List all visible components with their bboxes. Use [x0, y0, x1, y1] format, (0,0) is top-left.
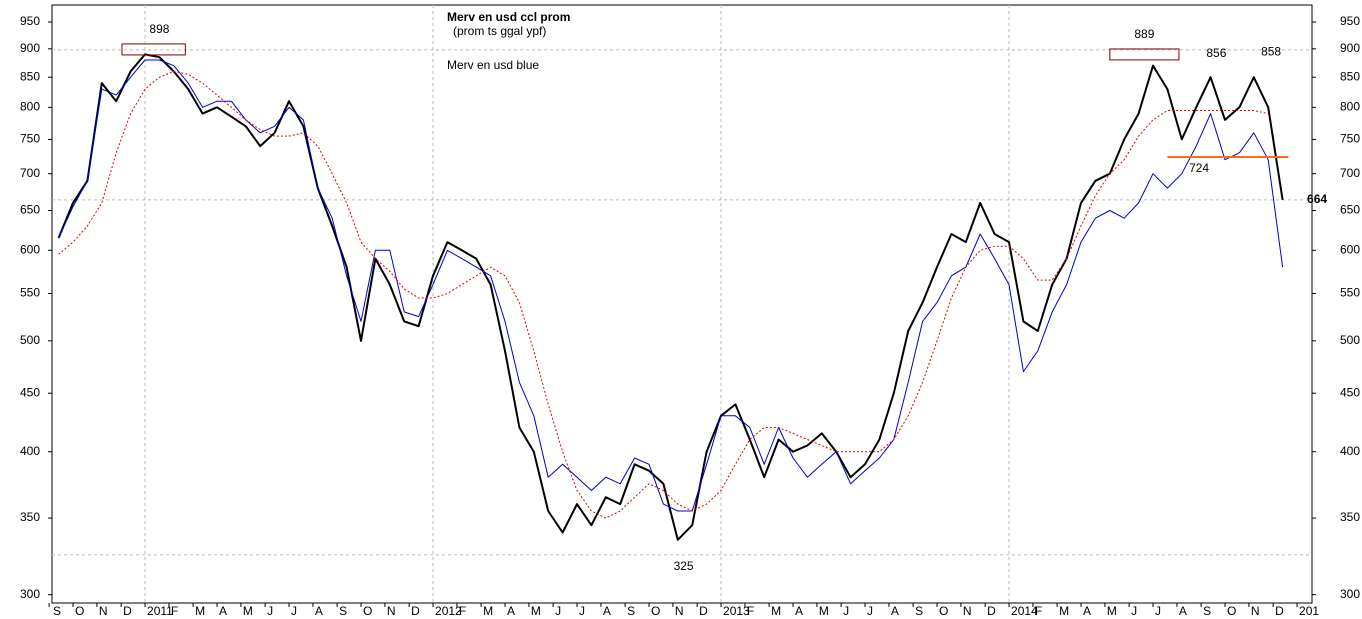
- x-tick-label: M: [1059, 604, 1069, 618]
- x-tick-label: A: [1083, 604, 1091, 618]
- annotation-label: 889: [1134, 27, 1154, 41]
- x-tick-label: N: [963, 604, 972, 618]
- x-tick-label: J: [555, 604, 561, 618]
- x-tick-label: M: [531, 604, 541, 618]
- x-tick-label: A: [219, 604, 227, 618]
- x-tick-label: M: [771, 604, 781, 618]
- y-tick-label: 600: [20, 242, 40, 256]
- x-tick-label: J: [1155, 604, 1161, 618]
- x-tick-label: M: [243, 604, 253, 618]
- x-tick-label: M: [819, 604, 829, 618]
- x-tick-label: F: [459, 604, 466, 618]
- x-tick-label: F: [1035, 604, 1042, 618]
- x-tick-label: O: [1227, 604, 1236, 618]
- y-tick-label: 350: [20, 510, 40, 524]
- annotation-label: 664: [1307, 192, 1327, 206]
- x-tick-label: A: [891, 604, 899, 618]
- y-tick-label: 900: [20, 41, 40, 55]
- series-line: [58, 70, 1269, 519]
- y-tick-label: 750: [1340, 132, 1360, 146]
- x-tick-label: 2012: [435, 604, 462, 618]
- annotation-box: [121, 43, 186, 56]
- x-tick-label: A: [507, 604, 515, 618]
- annotation-box: [1109, 48, 1180, 61]
- x-tick-label: J: [579, 604, 585, 618]
- x-tick-label: O: [75, 604, 84, 618]
- annotation-label: 858: [1261, 45, 1281, 59]
- y-tick-label: 500: [1340, 333, 1360, 347]
- x-tick-label: D: [1275, 604, 1284, 618]
- y-tick-label: 750: [20, 132, 40, 146]
- y-tick-label: 950: [1340, 14, 1360, 28]
- x-tick-label: J: [843, 604, 849, 618]
- x-tick-label: S: [53, 604, 61, 618]
- y-tick-label: 600: [1340, 242, 1360, 256]
- series-line: [57, 53, 1284, 541]
- y-tick-label: 650: [1340, 203, 1360, 217]
- x-tick-label: 2011: [147, 604, 173, 618]
- x-tick-label: D: [411, 604, 420, 618]
- y-tick-label: 800: [1340, 100, 1360, 114]
- x-tick-label: A: [795, 604, 803, 618]
- y-tick-label: 400: [20, 444, 40, 458]
- annotation-label: 856: [1206, 46, 1226, 60]
- annotation-label: 898: [149, 22, 169, 36]
- x-tick-label: J: [867, 604, 873, 618]
- annotation-label: 724: [1189, 161, 1209, 175]
- y-tick-label: 900: [1340, 41, 1360, 55]
- x-tick-label: 201: [1299, 604, 1319, 618]
- x-tick-label: O: [651, 604, 660, 618]
- x-tick-label: M: [1107, 604, 1117, 618]
- y-tick-label: 300: [1340, 587, 1360, 601]
- x-tick-label: N: [387, 604, 396, 618]
- annotation-label: 325: [674, 559, 694, 573]
- x-tick-label: 2013: [723, 604, 750, 618]
- x-tick-label: 2014: [1011, 604, 1038, 618]
- y-tick-label: 550: [1340, 286, 1360, 300]
- y-tick-label: 350: [1340, 510, 1360, 524]
- x-tick-label: S: [627, 604, 635, 618]
- x-tick-label: O: [939, 604, 948, 618]
- x-tick-label: F: [171, 604, 178, 618]
- x-tick-label: N: [675, 604, 684, 618]
- legend-entry: Merv en usd ccl prom: [447, 10, 570, 24]
- y-tick-label: 450: [20, 385, 40, 399]
- subtitle: (prom ts ggal ypf): [453, 24, 546, 38]
- y-tick-label: 450: [1340, 385, 1360, 399]
- y-tick-label: 500: [20, 333, 40, 347]
- y-tick-label: 850: [20, 69, 40, 83]
- x-tick-label: A: [603, 604, 611, 618]
- series-line: [58, 59, 1284, 512]
- x-tick-label: D: [123, 604, 132, 618]
- x-tick-label: N: [99, 604, 108, 618]
- x-tick-label: F: [747, 604, 754, 618]
- y-tick-label: 800: [20, 100, 40, 114]
- y-tick-label: 550: [20, 286, 40, 300]
- x-tick-label: M: [195, 604, 205, 618]
- legend-entry: Merv en usd blue: [447, 58, 539, 72]
- x-tick-label: A: [1179, 604, 1187, 618]
- x-tick-label: J: [267, 604, 273, 618]
- x-tick-label: A: [315, 604, 323, 618]
- y-tick-label: 300: [20, 587, 40, 601]
- x-tick-label: D: [987, 604, 996, 618]
- x-tick-label: J: [1131, 604, 1137, 618]
- y-tick-label: 400: [1340, 444, 1360, 458]
- x-tick-label: M: [483, 604, 493, 618]
- x-tick-label: S: [915, 604, 923, 618]
- plot-frame: [51, 4, 1313, 604]
- y-tick-label: 950: [20, 14, 40, 28]
- x-tick-label: J: [291, 604, 297, 618]
- x-tick-label: S: [1203, 604, 1211, 618]
- x-tick-label: O: [363, 604, 372, 618]
- y-tick-label: 650: [20, 203, 40, 217]
- y-tick-label: 700: [20, 166, 40, 180]
- y-tick-label: 700: [1340, 166, 1360, 180]
- x-tick-label: N: [1251, 604, 1260, 618]
- y-tick-label: 850: [1340, 69, 1360, 83]
- x-tick-label: D: [699, 604, 708, 618]
- x-tick-label: S: [339, 604, 347, 618]
